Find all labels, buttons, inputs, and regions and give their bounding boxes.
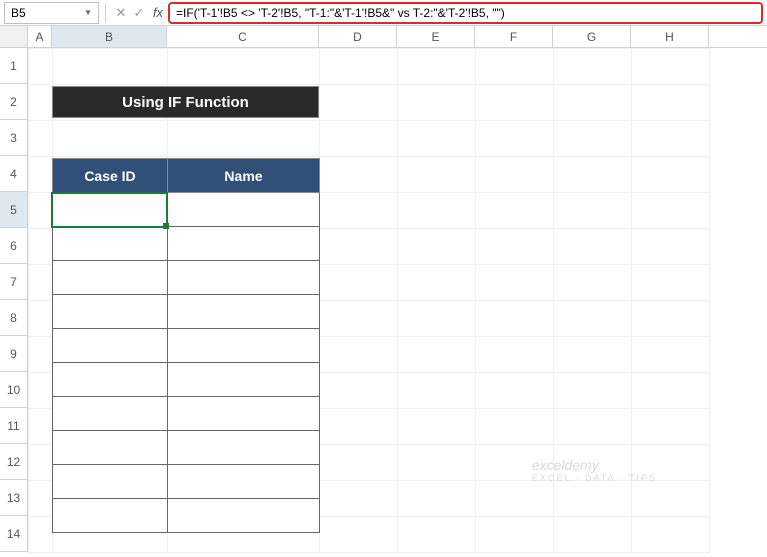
cell-case-id[interactable] bbox=[53, 397, 168, 431]
cell-case-id[interactable] bbox=[53, 261, 168, 295]
chevron-down-icon[interactable]: ▼ bbox=[84, 8, 92, 17]
formula-input[interactable]: =IF('T-1'!B5 <> 'T-2'!B5, "T-1:"&'T-1'!B… bbox=[168, 2, 763, 24]
row-header-8[interactable]: 8 bbox=[0, 300, 28, 336]
column-header-h[interactable]: H bbox=[631, 26, 709, 47]
row-header-11[interactable]: 11 bbox=[0, 408, 28, 444]
cell-name[interactable] bbox=[168, 397, 320, 431]
table-row[interactable] bbox=[53, 397, 320, 431]
cell-case-id[interactable] bbox=[53, 227, 168, 261]
row-header-5[interactable]: 5 bbox=[0, 192, 28, 228]
cell-name[interactable] bbox=[168, 193, 320, 227]
column-header-e[interactable]: E bbox=[397, 26, 475, 47]
table-row[interactable] bbox=[53, 465, 320, 499]
table-header-row: Case ID Name bbox=[53, 159, 320, 193]
confirm-icon[interactable]: ✓ bbox=[130, 5, 148, 21]
row-header-12[interactable]: 12 bbox=[0, 444, 28, 480]
row-header-13[interactable]: 13 bbox=[0, 480, 28, 516]
row-header-4[interactable]: 4 bbox=[0, 156, 28, 192]
cell-case-id[interactable] bbox=[53, 499, 168, 533]
table-row[interactable] bbox=[53, 295, 320, 329]
formula-text: =IF('T-1'!B5 <> 'T-2'!B5, "T-1:"&'T-1'!B… bbox=[176, 6, 505, 20]
cancel-icon[interactable]: ✕ bbox=[112, 5, 130, 21]
name-box[interactable]: B5 ▼ bbox=[4, 2, 99, 24]
cell-case-id[interactable] bbox=[53, 193, 168, 227]
cell-name[interactable] bbox=[168, 329, 320, 363]
cell-case-id[interactable] bbox=[53, 363, 168, 397]
divider bbox=[105, 3, 106, 23]
row-header-3[interactable]: 3 bbox=[0, 120, 28, 156]
table-row[interactable] bbox=[53, 499, 320, 533]
column-header-c[interactable]: C bbox=[167, 26, 319, 47]
row-header-6[interactable]: 6 bbox=[0, 228, 28, 264]
column-header-d[interactable]: D bbox=[319, 26, 397, 47]
cell-name[interactable] bbox=[168, 465, 320, 499]
title-text: Using IF Function bbox=[122, 94, 249, 111]
row-header-7[interactable]: 7 bbox=[0, 264, 28, 300]
cells-area[interactable]: Using IF Function Case ID Name exceldemy… bbox=[28, 48, 767, 553]
table-row[interactable] bbox=[53, 193, 320, 227]
title-banner: Using IF Function bbox=[52, 86, 319, 118]
cell-name[interactable] bbox=[168, 261, 320, 295]
header-case-id: Case ID bbox=[53, 159, 168, 193]
formula-bar: B5 ▼ ✕ ✓ fx =IF('T-1'!B5 <> 'T-2'!B5, "T… bbox=[0, 0, 767, 26]
name-box-value: B5 bbox=[11, 6, 84, 20]
table-row[interactable] bbox=[53, 261, 320, 295]
column-header-f[interactable]: F bbox=[475, 26, 553, 47]
cell-name[interactable] bbox=[168, 295, 320, 329]
table-row[interactable] bbox=[53, 431, 320, 465]
select-all-corner[interactable] bbox=[0, 26, 28, 47]
cell-name[interactable] bbox=[168, 227, 320, 261]
column-header-g[interactable]: G bbox=[553, 26, 631, 47]
spreadsheet-grid: ABCDEFGH 1234567891011121314 Using IF Fu… bbox=[0, 26, 767, 553]
row-header-2[interactable]: 2 bbox=[0, 84, 28, 120]
column-header-a[interactable]: A bbox=[28, 26, 52, 47]
header-name: Name bbox=[168, 159, 320, 193]
table-row[interactable] bbox=[53, 329, 320, 363]
cell-case-id[interactable] bbox=[53, 465, 168, 499]
cell-name[interactable] bbox=[168, 499, 320, 533]
column-headers: ABCDEFGH bbox=[0, 26, 767, 48]
cell-name[interactable] bbox=[168, 363, 320, 397]
column-header-b[interactable]: B bbox=[52, 26, 167, 47]
row-header-10[interactable]: 10 bbox=[0, 372, 28, 408]
fx-icon[interactable]: fx bbox=[148, 5, 168, 20]
data-table: Case ID Name bbox=[52, 158, 320, 533]
row-header-14[interactable]: 14 bbox=[0, 516, 28, 552]
table-row[interactable] bbox=[53, 363, 320, 397]
cell-case-id[interactable] bbox=[53, 431, 168, 465]
cell-case-id[interactable] bbox=[53, 295, 168, 329]
cell-case-id[interactable] bbox=[53, 329, 168, 363]
row-headers: 1234567891011121314 bbox=[0, 48, 28, 553]
row-header-1[interactable]: 1 bbox=[0, 48, 28, 84]
cell-name[interactable] bbox=[168, 431, 320, 465]
row-header-9[interactable]: 9 bbox=[0, 336, 28, 372]
table-row[interactable] bbox=[53, 227, 320, 261]
